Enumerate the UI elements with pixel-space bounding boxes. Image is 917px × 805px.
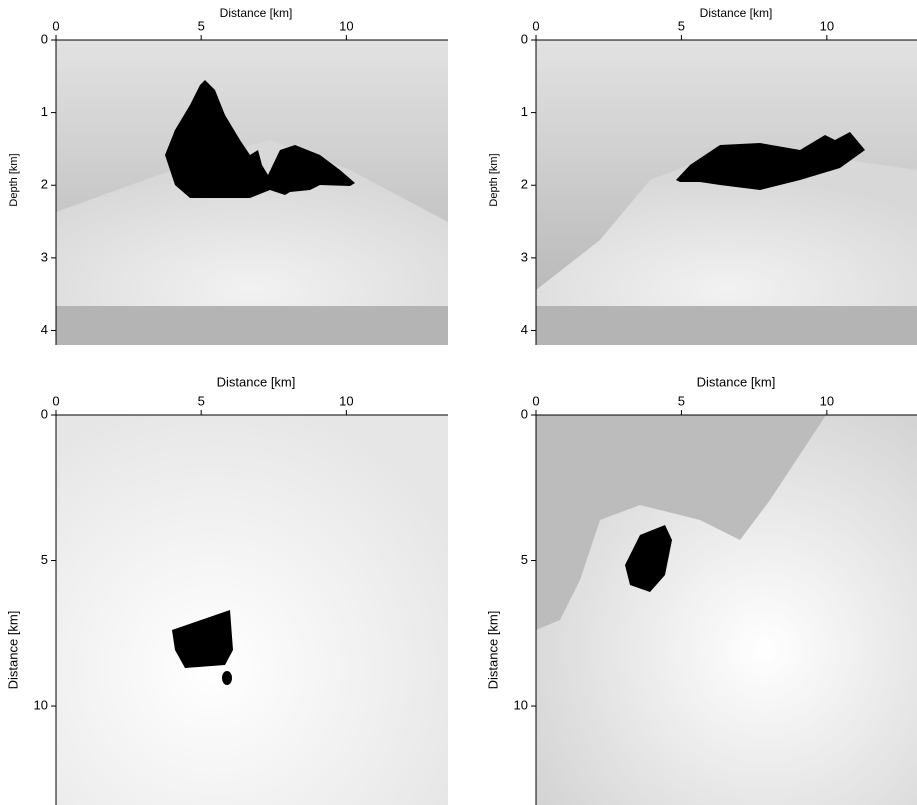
y-tick-label: 2 (521, 177, 528, 192)
x-tick-label: 10 (339, 18, 353, 33)
x-tick-label: 5 (198, 18, 205, 33)
y-axis-label: Depth [km] (8, 153, 20, 206)
image-panel-3 (56, 415, 448, 805)
y-tick-label: 1 (41, 104, 48, 119)
y-tick-label: 0 (521, 31, 528, 46)
x-tick-label: 10 (820, 393, 834, 408)
y-tick-label: 10 (34, 697, 48, 712)
y-tick-label: 0 (41, 406, 48, 421)
x-tick-label: 0 (52, 393, 59, 408)
image-panel-1 (56, 40, 448, 345)
x-axis-label: Distance [km] (700, 6, 773, 20)
y-tick-label: 3 (521, 249, 528, 264)
image-panel-4 (536, 415, 917, 805)
y-tick-label: 0 (41, 31, 48, 46)
y-tick-label: 1 (521, 104, 528, 119)
y-tick-label: 3 (41, 249, 48, 264)
y-tick-label: 10 (514, 697, 528, 712)
x-axis-label: Distance [km] (220, 6, 293, 20)
y-tick-label: 5 (41, 552, 48, 567)
x-tick-label: 5 (198, 393, 205, 408)
x-axis-label: Distance [km] (697, 374, 776, 389)
x-tick-label: 0 (52, 18, 59, 33)
y-tick-label: 0 (521, 406, 528, 421)
y-axis-label: Distance [km] (485, 611, 500, 690)
x-tick-label: 10 (820, 18, 834, 33)
x-tick-label: 5 (678, 393, 685, 408)
y-axis-label: Depth [km] (488, 153, 500, 206)
y-axis-label: Distance [km] (5, 611, 20, 690)
x-tick-label: 10 (339, 393, 353, 408)
y-tick-label: 4 (521, 322, 528, 337)
x-tick-label: 0 (532, 18, 539, 33)
x-tick-label: 0 (532, 393, 539, 408)
x-tick-label: 5 (678, 18, 685, 33)
y-tick-label: 4 (41, 322, 48, 337)
x-axis-label: Distance [km] (217, 374, 296, 389)
y-tick-label: 5 (521, 552, 528, 567)
image-panel-2 (536, 40, 917, 345)
y-tick-label: 2 (41, 177, 48, 192)
